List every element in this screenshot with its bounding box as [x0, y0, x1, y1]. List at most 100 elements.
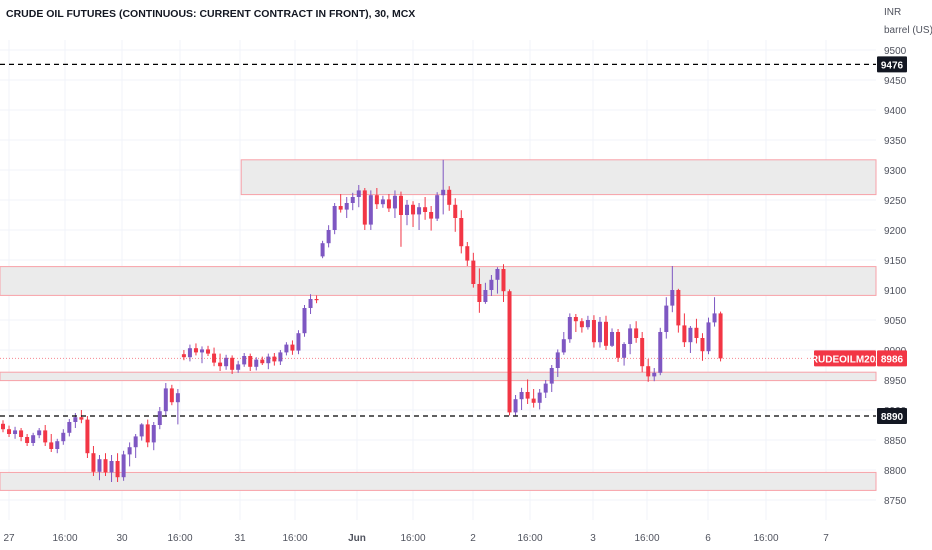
- candle-body: [380, 199, 385, 205]
- y-tick-label: 9200: [884, 226, 907, 237]
- x-tick-label: 6: [705, 533, 711, 544]
- y-tick-label: 9150: [884, 256, 907, 267]
- y-tick-label: 9500: [884, 46, 907, 57]
- x-tick-label: 31: [234, 533, 246, 544]
- candle-body: [610, 332, 615, 346]
- level-price-tag: [877, 56, 907, 73]
- last-price-tag: [877, 350, 907, 367]
- supply-demand-zone: [0, 266, 877, 296]
- candle-body: [604, 321, 608, 346]
- x-tick-label: 16:00: [517, 533, 542, 544]
- candle-body: [386, 199, 391, 209]
- candle-body: [525, 392, 530, 399]
- supply-demand-zone: [0, 471, 877, 491]
- candle-body: [278, 352, 283, 362]
- candle-body: [489, 279, 494, 290]
- candle-body: [356, 190, 361, 197]
- candle-body: [290, 344, 295, 351]
- candle-body: [139, 424, 144, 437]
- candle-body: [145, 424, 150, 443]
- unit-volume: barrel (US): [884, 25, 932, 36]
- candle-body: [549, 368, 554, 384]
- candle-body: [543, 383, 548, 393]
- y-tick-label: 8850: [884, 436, 907, 447]
- candle-body: [332, 206, 337, 230]
- candle-body: [7, 429, 12, 434]
- candle-body: [664, 305, 669, 332]
- x-tick-label: 16:00: [753, 533, 778, 544]
- candle-body: [640, 338, 645, 367]
- candle-body: [700, 338, 705, 352]
- candle-body: [121, 454, 126, 478]
- candle-body: [109, 461, 114, 473]
- candle-body: [272, 356, 277, 362]
- candle-body: [19, 430, 24, 437]
- candle-body: [115, 461, 120, 478]
- x-tick-label: 2: [470, 533, 476, 544]
- candle-body: [103, 459, 108, 473]
- candle-body: [634, 328, 639, 338]
- candle-body: [181, 354, 186, 358]
- x-tick-label: 27: [3, 533, 15, 544]
- candle-body: [368, 195, 373, 225]
- candle-body: [398, 195, 403, 215]
- candle-body: [61, 432, 66, 442]
- candle-body: [350, 197, 355, 203]
- x-tick-label: 7: [823, 533, 829, 544]
- y-tick-label: 8950: [884, 376, 907, 387]
- candle-body: [127, 447, 132, 455]
- candle-body: [296, 333, 301, 351]
- candle-body: [507, 291, 512, 413]
- candle-body: [676, 290, 681, 326]
- y-tick-label: 9300: [884, 166, 907, 177]
- x-tick-label: 16:00: [282, 533, 307, 544]
- candle-body: [85, 419, 90, 454]
- level-price-tag-text: 8890: [881, 412, 904, 423]
- candle-body: [573, 317, 578, 322]
- candle-body: [308, 299, 313, 308]
- candle-body: [1, 423, 5, 430]
- candle-body: [73, 417, 78, 422]
- candle-body: [537, 392, 542, 403]
- candle-body: [302, 308, 307, 334]
- candle-body: [471, 260, 476, 284]
- candle-body: [37, 430, 42, 436]
- y-tick-label: 8800: [884, 466, 907, 477]
- y-tick-label: 9100: [884, 286, 907, 297]
- candle-body: [579, 321, 584, 328]
- candle-body: [13, 430, 18, 434]
- candle-body: [646, 366, 651, 377]
- last-price-tag-text: 8986: [881, 354, 904, 365]
- candle-body: [206, 349, 211, 354]
- candle-body: [417, 207, 422, 215]
- candle-body: [284, 344, 289, 353]
- candle-body: [218, 362, 223, 367]
- candle-body: [628, 328, 633, 344]
- candle-body: [555, 352, 560, 368]
- supply-demand-zone: [0, 371, 877, 382]
- supply-demand-zone: [240, 159, 877, 196]
- candle-body: [224, 357, 229, 367]
- candle-body: [362, 190, 367, 225]
- candle-body: [616, 332, 621, 358]
- x-tick-label: 16:00: [52, 533, 77, 544]
- candle-body: [374, 195, 379, 205]
- candle-body: [236, 364, 241, 370]
- candle-body: [248, 356, 253, 367]
- candle-body: [585, 320, 590, 328]
- y-tick-label: 9450: [884, 76, 907, 87]
- symbol-name-tag-text: CRUDEOILM2022: [804, 354, 887, 365]
- levels: [0, 63, 876, 417]
- level-price-tag-text: 9476: [881, 60, 904, 71]
- candle-body: [652, 372, 657, 377]
- candle-body: [157, 411, 162, 425]
- zones: [0, 159, 877, 491]
- candle-body: [79, 417, 84, 420]
- candle-body: [97, 459, 102, 472]
- candle-body: [597, 321, 602, 343]
- y-tick-label: 9250: [884, 196, 907, 207]
- candle-body: [423, 207, 428, 212]
- x-tick-label: 3: [590, 533, 596, 544]
- x-tick-label: 16:00: [400, 533, 425, 544]
